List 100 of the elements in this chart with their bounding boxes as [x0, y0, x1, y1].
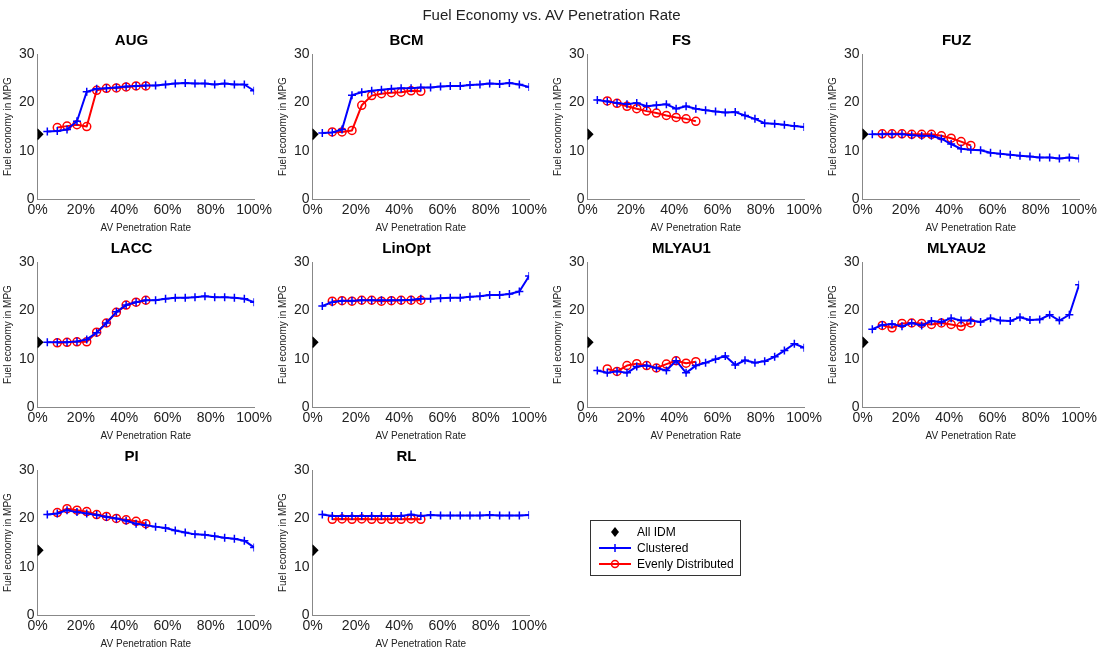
y-axis-title: Fuel economy in MPG — [1, 284, 13, 385]
x-tick-label: 20% — [616, 409, 645, 426]
chart-title: PI — [124, 447, 139, 465]
x-axis-title: AV Penetration Rate — [375, 429, 467, 441]
y-tick-label: 30 — [18, 252, 35, 269]
x-tick-label: 20% — [66, 409, 95, 426]
y-axis-title: Fuel economy in MPG — [1, 492, 13, 593]
y-tick-label: 20 — [18, 93, 35, 110]
legend-label: Evenly Distributed — [637, 557, 734, 571]
x-tick-label: 40% — [385, 409, 414, 426]
x-tick-label: 20% — [66, 201, 95, 218]
y-tick-label: 20 — [293, 93, 310, 110]
chart-title: AUG — [114, 31, 149, 49]
y-tick-label: 10 — [293, 141, 310, 158]
x-tick-label: 60% — [978, 201, 1007, 218]
x-tick-label: 80% — [1021, 201, 1050, 218]
x-tick-label: 60% — [153, 617, 182, 634]
x-tick-label: 100% — [236, 617, 272, 634]
x-tick-label: 40% — [935, 409, 964, 426]
x-axis-title: AV Penetration Rate — [375, 637, 467, 649]
x-tick-label: 100% — [511, 201, 547, 218]
chart-title: LACC — [110, 239, 153, 257]
y-axis-title: Fuel economy in MPG — [1, 76, 13, 177]
x-tick-label: 20% — [66, 617, 95, 634]
y-axis-title: Fuel economy in MPG — [826, 284, 838, 385]
x-tick-label: 20% — [341, 409, 370, 426]
y-axis-title: Fuel economy in MPG — [276, 284, 288, 385]
chart-title: FS — [671, 31, 692, 49]
chart-title: FUZ — [941, 31, 972, 49]
x-tick-label: 80% — [746, 201, 775, 218]
x-tick-label: 60% — [703, 201, 732, 218]
x-tick-label: 40% — [110, 201, 139, 218]
y-tick-label: 10 — [18, 557, 35, 574]
x-tick-label: 20% — [341, 201, 370, 218]
x-axis-title: AV Penetration Rate — [650, 429, 742, 441]
y-tick-label: 30 — [843, 44, 860, 61]
y-tick-label: 10 — [18, 141, 35, 158]
x-tick-label: 80% — [196, 617, 225, 634]
x-tick-label: 100% — [1061, 201, 1097, 218]
x-tick-label: 100% — [1061, 409, 1097, 426]
y-tick-label: 30 — [293, 460, 310, 477]
x-tick-label: 60% — [153, 201, 182, 218]
x-axis-title: AV Penetration Rate — [100, 221, 192, 233]
x-tick-label: 100% — [511, 617, 547, 634]
chart-title: RL — [396, 447, 417, 465]
x-axis-title: AV Penetration Rate — [650, 221, 742, 233]
y-tick-label: 10 — [293, 557, 310, 574]
x-tick-label: 20% — [891, 201, 920, 218]
x-tick-label: 100% — [786, 201, 822, 218]
x-tick-label: 60% — [153, 409, 182, 426]
x-tick-label: 60% — [428, 617, 457, 634]
x-tick-label: 100% — [786, 409, 822, 426]
x-tick-label: 60% — [703, 409, 732, 426]
x-tick-label: 40% — [110, 409, 139, 426]
y-tick-label: 20 — [843, 93, 860, 110]
x-tick-label: 40% — [110, 617, 139, 634]
y-axis-title: Fuel economy in MPG — [551, 76, 563, 177]
y-tick-label: 20 — [843, 301, 860, 318]
y-tick-label: 30 — [568, 252, 585, 269]
y-axis-title: Fuel economy in MPG — [276, 76, 288, 177]
x-tick-label: 80% — [471, 409, 500, 426]
x-axis-title: AV Penetration Rate — [100, 429, 192, 441]
x-tick-label: 80% — [471, 201, 500, 218]
x-tick-label: 60% — [428, 201, 457, 218]
chart-title: BCM — [389, 31, 424, 49]
chart-title: MLYAU2 — [927, 239, 986, 257]
y-tick-label: 20 — [293, 509, 310, 526]
x-tick-label: 40% — [660, 409, 689, 426]
y-tick-label: 10 — [568, 349, 585, 366]
y-tick-label: 20 — [568, 301, 585, 318]
y-tick-label: 20 — [18, 509, 35, 526]
y-tick-label: 20 — [18, 301, 35, 318]
x-tick-label: 80% — [746, 409, 775, 426]
x-tick-label: 80% — [196, 201, 225, 218]
legend-label: Clustered — [637, 541, 689, 555]
y-tick-label: 30 — [293, 252, 310, 269]
x-tick-label: 100% — [511, 409, 547, 426]
y-tick-label: 30 — [18, 44, 35, 61]
y-tick-label: 10 — [568, 141, 585, 158]
x-tick-label: 80% — [1021, 409, 1050, 426]
text: Fuel Economy vs. AV Penetration Rate — [421, 5, 682, 25]
y-tick-label: 30 — [293, 44, 310, 61]
y-tick-label: 10 — [18, 349, 35, 366]
x-tick-label: 40% — [385, 201, 414, 218]
y-tick-label: 20 — [568, 93, 585, 110]
x-tick-label: 40% — [935, 201, 964, 218]
x-tick-label: 20% — [891, 409, 920, 426]
legend-label: All IDM — [637, 525, 676, 539]
x-tick-label: 100% — [236, 409, 272, 426]
y-tick-label: 10 — [843, 349, 860, 366]
x-tick-label: 60% — [428, 409, 457, 426]
y-axis-title: Fuel economy in MPG — [276, 492, 288, 593]
x-tick-label: 40% — [660, 201, 689, 218]
x-tick-label: 80% — [471, 617, 500, 634]
x-tick-label: 40% — [385, 617, 414, 634]
x-tick-label: 20% — [341, 617, 370, 634]
x-axis-title: AV Penetration Rate — [375, 221, 467, 233]
y-axis-title: Fuel economy in MPG — [826, 76, 838, 177]
y-tick-label: 20 — [293, 301, 310, 318]
chart-title: MLYAU1 — [652, 239, 711, 257]
